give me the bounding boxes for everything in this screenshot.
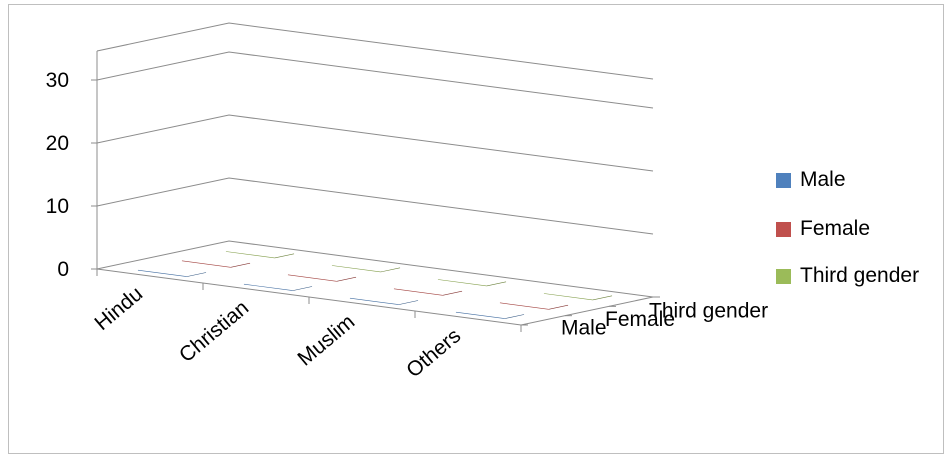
gridline xyxy=(96,114,654,172)
legend-label-female: Female xyxy=(800,217,871,240)
bar-female-hindu xyxy=(181,260,231,268)
category-label-christian: Christian xyxy=(175,296,253,367)
y-tick-label: 30 xyxy=(46,69,69,92)
legend-swatch-male xyxy=(776,173,791,188)
bar-side xyxy=(592,295,613,301)
depth-label-male: Male xyxy=(561,316,607,339)
legend-swatch-female xyxy=(776,222,791,237)
y-tick-label: 0 xyxy=(57,258,69,281)
bar-side xyxy=(274,253,295,259)
bar-third-gender-hindu xyxy=(225,251,275,259)
bar-side xyxy=(186,272,207,277)
bar-third-gender-muslim xyxy=(437,279,487,287)
bar-side xyxy=(398,300,419,305)
depth-label-female: Female xyxy=(605,308,675,331)
bar-side xyxy=(548,304,569,310)
gridline xyxy=(96,51,654,109)
bar-third-gender-christian xyxy=(331,265,381,273)
bar-side xyxy=(380,267,401,273)
gridline xyxy=(96,177,654,235)
gridline xyxy=(96,240,654,298)
bar-side xyxy=(336,276,357,282)
bar-female-muslim xyxy=(393,288,443,296)
bar-side xyxy=(230,262,251,268)
chart-plot: 0 10 20 30 Hindu Christian Muslim Others MaleFem… xyxy=(46,22,768,382)
bar-third-gender-others xyxy=(543,293,593,301)
category-label-hindu: Hindu xyxy=(90,282,147,335)
category-label-muslim: Muslim xyxy=(293,310,359,370)
bar-side xyxy=(504,314,525,319)
y-tick-label: 10 xyxy=(46,195,69,218)
bar-side xyxy=(486,281,507,287)
back-wall-top xyxy=(96,22,654,80)
y-tick-label: 20 xyxy=(46,132,69,155)
depth-label-third-gender: Third gender xyxy=(649,300,768,323)
bar-female-christian xyxy=(287,274,337,282)
category-label-others: Others xyxy=(402,324,465,382)
legend-swatch-third-gender xyxy=(776,269,791,284)
legend-label-third-gender: Third gender xyxy=(800,264,920,287)
legend-label-male: Male xyxy=(800,168,846,191)
bar-side xyxy=(442,290,463,296)
bar-female-others xyxy=(499,302,549,310)
bar-side xyxy=(292,286,313,291)
